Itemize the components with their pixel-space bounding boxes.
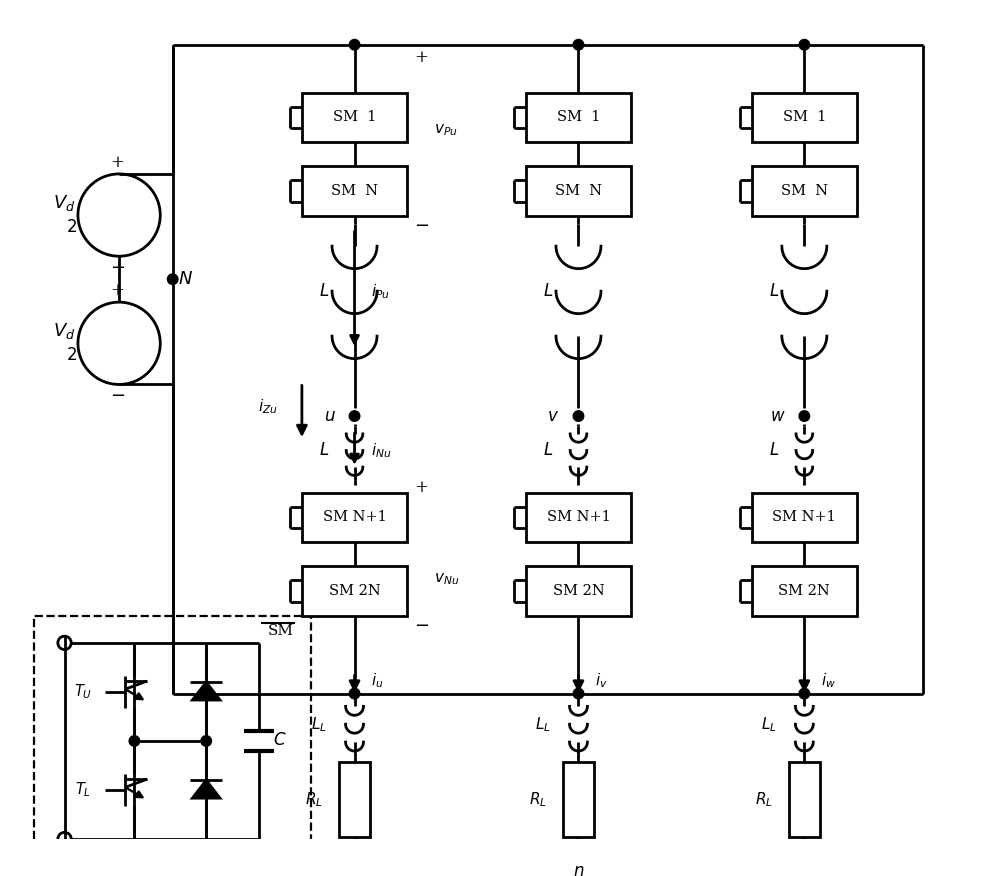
- Text: SM  1: SM 1: [333, 110, 376, 124]
- Text: $R_L$: $R_L$: [529, 790, 547, 809]
- Text: $i_{Nu}$: $i_{Nu}$: [371, 442, 391, 460]
- Bar: [34, 616, 311, 860]
- Text: SM 2N: SM 2N: [329, 584, 380, 598]
- Text: $v$: $v$: [547, 407, 559, 425]
- Circle shape: [799, 39, 810, 50]
- Text: $w$: $w$: [770, 407, 785, 425]
- Text: $v_{Nu}$: $v_{Nu}$: [434, 571, 459, 587]
- Circle shape: [201, 736, 211, 746]
- Circle shape: [799, 411, 810, 421]
- Bar: [526, 93, 631, 142]
- Text: $i_{Pu}$: $i_{Pu}$: [371, 282, 390, 300]
- Text: $-$: $-$: [110, 385, 125, 403]
- Bar: [302, 492, 407, 542]
- Text: $L$: $L$: [769, 283, 779, 300]
- Text: $-$: $-$: [110, 257, 125, 275]
- Bar: [563, 762, 594, 837]
- Bar: [789, 762, 820, 837]
- Text: $R_L$: $R_L$: [755, 790, 773, 809]
- Bar: [526, 492, 631, 542]
- Text: SM: SM: [268, 624, 294, 638]
- Text: $T_L$: $T_L$: [75, 781, 92, 800]
- Text: $T_U$: $T_U$: [74, 682, 93, 702]
- Text: +: +: [110, 282, 124, 300]
- Text: SM  N: SM N: [331, 184, 378, 198]
- Text: +: +: [415, 49, 428, 66]
- Text: $L$: $L$: [543, 283, 553, 300]
- Text: $-$: $-$: [414, 615, 429, 632]
- Bar: [339, 762, 370, 837]
- Circle shape: [573, 411, 584, 421]
- Text: +: +: [415, 479, 428, 497]
- Circle shape: [573, 39, 584, 50]
- Text: $N$: $N$: [178, 270, 193, 288]
- Text: SM 2N: SM 2N: [553, 584, 604, 598]
- Bar: [526, 166, 631, 216]
- Text: $V_d$: $V_d$: [53, 193, 76, 213]
- Text: $u$: $u$: [324, 407, 335, 425]
- Bar: [302, 93, 407, 142]
- Text: SM 2N: SM 2N: [778, 584, 830, 598]
- Circle shape: [167, 274, 178, 285]
- Polygon shape: [192, 682, 220, 700]
- Polygon shape: [192, 781, 220, 798]
- Text: $L$: $L$: [543, 442, 553, 459]
- Text: $i_v$: $i_v$: [595, 672, 607, 690]
- Text: $i_{Zu}$: $i_{Zu}$: [258, 397, 278, 416]
- Bar: [302, 166, 407, 216]
- Circle shape: [349, 689, 360, 699]
- Bar: [752, 566, 857, 616]
- Text: SM  N: SM N: [555, 184, 602, 198]
- Text: $V_d$: $V_d$: [53, 321, 76, 341]
- Bar: [752, 166, 857, 216]
- Text: SM N+1: SM N+1: [323, 511, 386, 525]
- Text: $-$: $-$: [414, 215, 429, 233]
- Circle shape: [799, 689, 810, 699]
- Bar: [752, 492, 857, 542]
- Bar: [752, 93, 857, 142]
- Text: $i_u$: $i_u$: [371, 672, 383, 690]
- Text: SM  N: SM N: [781, 184, 828, 198]
- Text: $R_L$: $R_L$: [305, 790, 323, 809]
- Text: $C$: $C$: [273, 732, 287, 750]
- Text: $2$: $2$: [66, 347, 77, 364]
- Text: $L_L$: $L_L$: [761, 715, 777, 733]
- Text: $L_L$: $L_L$: [311, 715, 327, 733]
- Text: $i_w$: $i_w$: [821, 672, 836, 690]
- Text: SM N+1: SM N+1: [547, 511, 610, 525]
- Text: $2$: $2$: [66, 219, 77, 236]
- Text: $n$: $n$: [573, 863, 584, 876]
- Circle shape: [129, 736, 140, 746]
- Bar: [526, 566, 631, 616]
- Text: $v_{Pu}$: $v_{Pu}$: [434, 123, 458, 138]
- Circle shape: [573, 689, 584, 699]
- Text: $L_L$: $L_L$: [535, 715, 551, 733]
- Circle shape: [573, 844, 584, 854]
- Text: $L$: $L$: [769, 442, 779, 459]
- Text: SM N+1: SM N+1: [772, 511, 836, 525]
- Text: SM  1: SM 1: [557, 110, 600, 124]
- Circle shape: [349, 411, 360, 421]
- Circle shape: [349, 39, 360, 50]
- Bar: [302, 566, 407, 616]
- Text: $L$: $L$: [319, 442, 329, 459]
- Text: +: +: [110, 154, 124, 171]
- Text: $L$: $L$: [319, 283, 329, 300]
- Text: SM  1: SM 1: [783, 110, 826, 124]
